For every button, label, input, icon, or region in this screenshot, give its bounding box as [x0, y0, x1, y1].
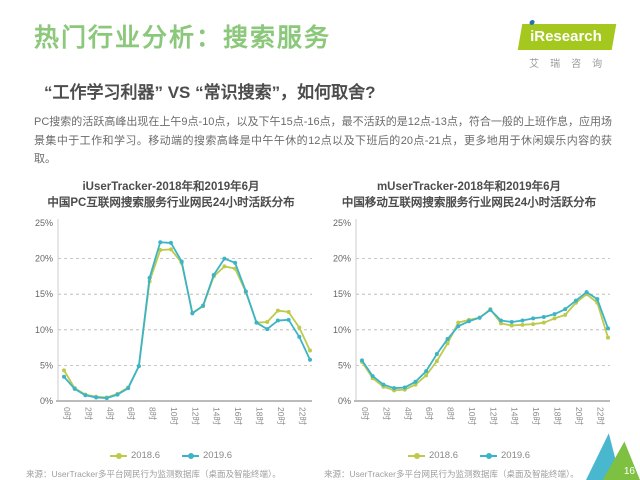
mobile-chart-title-line1: mUserTracker-2018年和2019年6月: [376, 181, 562, 194]
legend-line-icon: [182, 452, 199, 459]
logo-brand-text: iResearch: [530, 28, 603, 45]
svg-text:22时: 22时: [297, 407, 307, 425]
legend-item-2019.6: 2019.6: [480, 450, 530, 461]
svg-text:5%: 5%: [40, 361, 53, 371]
svg-text:20时: 20时: [574, 407, 584, 425]
svg-text:18时: 18时: [553, 407, 563, 425]
page-number: 16: [623, 466, 635, 477]
page-title: 热门行业分析：搜索服务: [34, 24, 332, 52]
svg-text:12时: 12时: [190, 407, 200, 425]
svg-text:4时: 4时: [403, 407, 413, 421]
mobile-chart-canvas: 0% 5% 10% 15% 20% 25% 0时 2时 4时 6时 8时 10时 12时 14时 16时 18…: [320, 213, 618, 450]
svg-text:16时: 16时: [531, 407, 541, 425]
svg-text:6时: 6时: [126, 407, 136, 421]
svg-text:20%: 20%: [35, 254, 53, 264]
svg-text:16时: 16时: [233, 407, 243, 425]
pc-chart-canvas: 0% 5% 10% 15% 20% 25% 0时 2时 4时 6时 8时 10时 12时 14时 16时 18…: [22, 213, 320, 450]
pc-activity-chart-block: iUserTracker-2018年和2019年6月 中国PC互联网搜索服务行业…: [22, 179, 320, 480]
logo-dot-icon: [529, 20, 536, 25]
mobile-chart-title: mUserTracker-2018年和2019年6月 中国移动互联网搜索服务行业…: [320, 179, 618, 211]
iresearch-logo: iResearch 艾瑞咨询: [517, 20, 617, 70]
svg-text:15%: 15%: [35, 289, 53, 299]
svg-text:6时: 6时: [424, 407, 434, 421]
svg-text:0时: 0时: [62, 407, 72, 421]
legend-item-2018.6: 2018.6: [109, 450, 160, 462]
pc-chart-title-line2: 中国PC互联网搜索服务行业网民24小时活跃分布: [47, 197, 295, 210]
svg-text:5%: 5%: [338, 361, 351, 371]
legend-item-2019.6: 2019.6: [182, 450, 232, 461]
pc-chart-source: 来源：UserTracker多平台网民行为监测数据库（桌面及智能终端）。: [26, 469, 281, 480]
svg-text:0%: 0%: [338, 396, 351, 406]
svg-text:18时: 18时: [255, 407, 265, 425]
legend-line-icon: [407, 452, 425, 459]
svg-text:10%: 10%: [333, 325, 351, 335]
logo-caption: 艾瑞咨询: [529, 59, 614, 70]
legend-line-icon: [109, 452, 127, 459]
legend-item-2018.6: 2018.6: [407, 450, 458, 462]
svg-text:8时: 8时: [148, 407, 158, 421]
mobile-chart-legend: 2018.6 2019.6: [320, 450, 618, 461]
svg-text:25%: 25%: [333, 218, 351, 228]
iresearch-logo-badge: iResearch: [517, 20, 617, 50]
legend-label: 2019.6: [501, 450, 531, 462]
legend-label: 2018.6: [428, 450, 458, 462]
svg-text:20%: 20%: [333, 254, 351, 264]
slide-header: 热门行业分析：搜索服务 iResearch 艾瑞咨询: [0, 0, 640, 70]
legend-label: 2018.6: [130, 450, 160, 462]
svg-text:14时: 14时: [212, 407, 222, 425]
svg-text:0%: 0%: [40, 396, 53, 406]
mobile-activity-chart-block: mUserTracker-2018年和2019年6月 中国移动互联网搜索服务行业…: [320, 179, 618, 480]
svg-text:25%: 25%: [35, 218, 53, 228]
svg-text:2时: 2时: [83, 407, 93, 421]
svg-text:10%: 10%: [35, 325, 53, 335]
svg-text:12时: 12时: [488, 407, 498, 425]
mobile-chart-source: 来源：UserTracker多平台网民行为监测数据库（桌面及智能终端）。: [324, 469, 579, 480]
svg-text:14时: 14时: [510, 407, 520, 425]
legend-line-icon: [480, 452, 497, 459]
svg-text:22时: 22时: [595, 407, 605, 425]
svg-text:8时: 8时: [446, 407, 456, 421]
mobile-chart-title-line2: 中国移动互联网搜索服务行业网民24小时活跃分布: [341, 197, 597, 210]
svg-text:2时: 2时: [381, 407, 391, 421]
legend-dot-icon: [188, 452, 194, 459]
svg-text:15%: 15%: [333, 289, 351, 299]
legend-dot-icon: [115, 452, 122, 459]
legend-dot-icon: [486, 452, 492, 459]
pc-chart-legend: 2018.6 2019.6: [22, 450, 320, 461]
svg-text:20时: 20时: [276, 407, 286, 425]
svg-text:10时: 10时: [169, 407, 179, 425]
pc-chart-title: iUserTracker-2018年和2019年6月 中国PC互联网搜索服务行业…: [22, 179, 320, 211]
charts-row: iUserTracker-2018年和2019年6月 中国PC互联网搜索服务行业…: [0, 179, 640, 480]
legend-dot-icon: [413, 452, 420, 459]
page-corner-marker: 16: [580, 428, 640, 480]
svg-text:0时: 0时: [360, 407, 370, 421]
slide-subtitle: “工作学习利器” VS “常识搜索”，如何取舍?: [44, 83, 376, 102]
svg-text:4时: 4时: [105, 407, 115, 421]
pc-chart-title-line1: iUserTracker-2018年和2019年6月: [82, 181, 260, 194]
intro-paragraph: PC搜索的活跃高峰出现在上午9点-10点，以及下午15点-16点，最不活跃的是1…: [34, 116, 612, 166]
svg-text:10时: 10时: [467, 407, 477, 425]
legend-label: 2019.6: [203, 450, 233, 462]
